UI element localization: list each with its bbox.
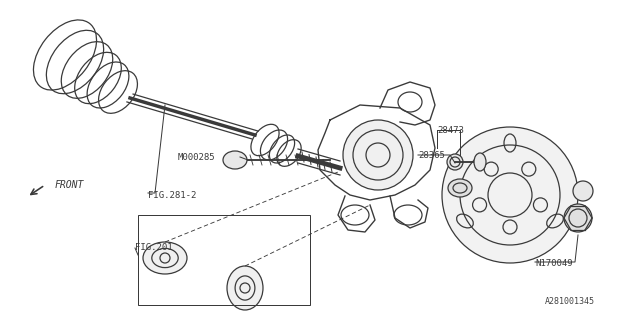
Bar: [138, 215, 310, 305]
Ellipse shape: [227, 266, 263, 310]
Ellipse shape: [442, 127, 578, 263]
Text: 28365: 28365: [418, 150, 445, 159]
Text: FRONT: FRONT: [55, 180, 84, 190]
Ellipse shape: [448, 179, 472, 197]
Text: A281001345: A281001345: [545, 298, 595, 307]
Ellipse shape: [564, 204, 592, 232]
Ellipse shape: [143, 242, 187, 274]
Ellipse shape: [447, 154, 463, 170]
Ellipse shape: [223, 151, 247, 169]
Text: FIG.281-2: FIG.281-2: [148, 190, 196, 199]
Text: FIG.201: FIG.201: [135, 244, 173, 252]
Text: 28473: 28473: [437, 125, 464, 134]
Ellipse shape: [474, 153, 486, 171]
Ellipse shape: [343, 120, 413, 190]
Text: M000285: M000285: [178, 153, 216, 162]
Text: N170049: N170049: [535, 260, 573, 268]
Ellipse shape: [573, 181, 593, 201]
